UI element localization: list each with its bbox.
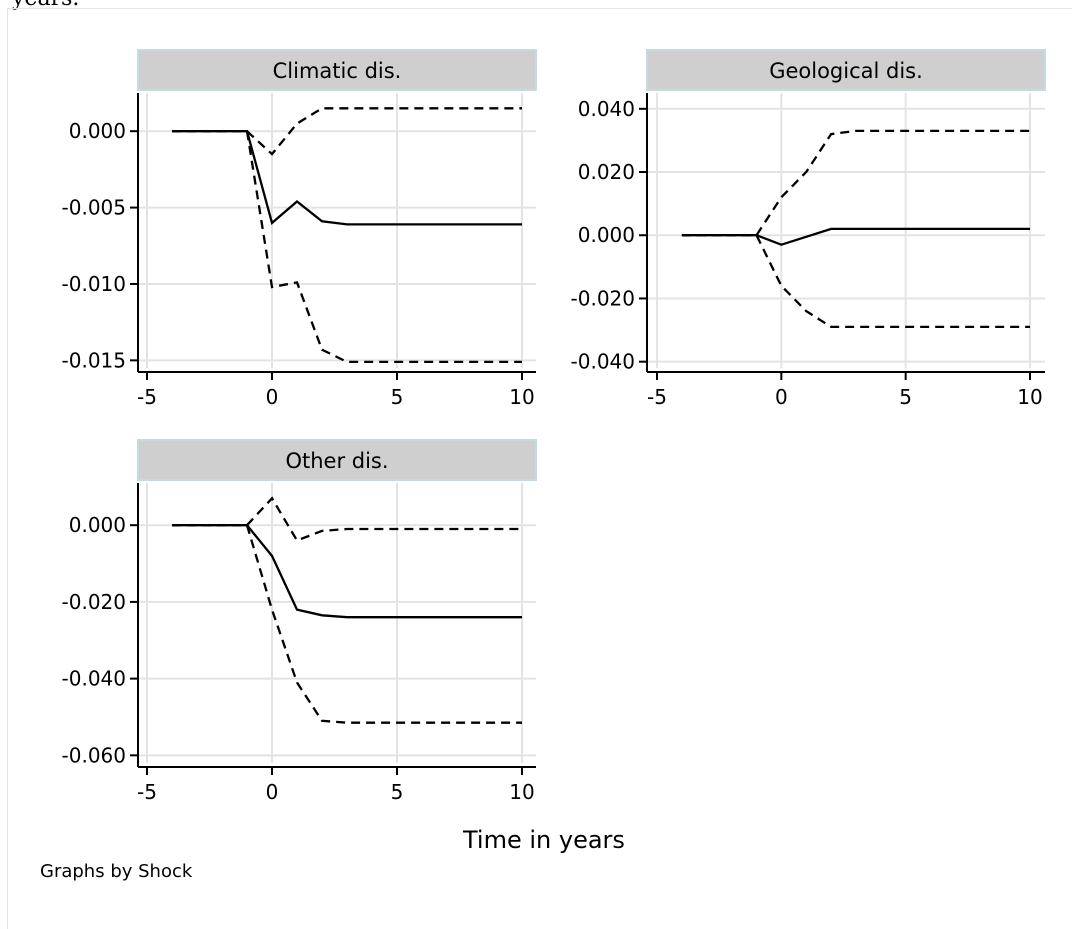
panel-1-ytick-label: -0.040 bbox=[571, 350, 635, 374]
panel-0-xtick-label: 10 bbox=[509, 385, 534, 409]
panel-0-ytick-label: 0.000 bbox=[69, 119, 126, 143]
panel-2-upper-bound-line bbox=[172, 496, 522, 542]
panel-1-xtick-label: 10 bbox=[1017, 385, 1042, 409]
panel-1-ytick-label: 0.040 bbox=[578, 97, 635, 121]
panel-0-title-strip bbox=[137, 49, 537, 91]
panel-1-ytick-label: 0.020 bbox=[578, 160, 635, 184]
panel-0-estimate-line bbox=[172, 130, 522, 226]
panel-1-estimate-line bbox=[681, 227, 1030, 246]
panel-0-ytick-label: -0.015 bbox=[62, 348, 126, 372]
panel-2-xtick-label: 5 bbox=[391, 780, 404, 804]
panel-1-xtick-label: -5 bbox=[647, 385, 667, 409]
panel-1-lower-bound-line bbox=[681, 234, 1030, 329]
x-axis-title: Time in years bbox=[463, 826, 625, 854]
panel-2-ytick-label: -0.020 bbox=[62, 590, 126, 614]
panel-0-upper-bound-line bbox=[172, 107, 522, 156]
panel-0-ytick-label: -0.005 bbox=[62, 196, 126, 220]
panel-0-xtick-label: -5 bbox=[137, 385, 157, 409]
panel-1-xtick-label: 0 bbox=[775, 385, 788, 409]
graphs-by-note: Graphs by Shock bbox=[40, 861, 193, 882]
panel-0-xtick-label: 0 bbox=[266, 385, 279, 409]
panel-0-lower-bound-line bbox=[172, 130, 522, 364]
panel-2-ytick-label: 0.000 bbox=[69, 513, 126, 537]
panel-1-title: Geological dis. bbox=[769, 59, 923, 83]
panel-1-ytick-label: -0.020 bbox=[571, 286, 635, 310]
panel-0-xtick-label: 5 bbox=[391, 385, 404, 409]
panel-1-upper-bound-line bbox=[681, 129, 1030, 237]
panel-2-title: Other dis. bbox=[285, 449, 388, 473]
panel-2-xtick-label: 0 bbox=[266, 780, 279, 804]
caption-fragment: years. bbox=[12, 0, 79, 11]
panel-2-lower-bound-line bbox=[172, 524, 522, 724]
panel-2-ytick-label: -0.040 bbox=[62, 667, 126, 691]
panel-0-ytick-label: -0.010 bbox=[62, 272, 126, 296]
panel-1-ytick-label: 0.000 bbox=[578, 223, 635, 247]
graph-frame bbox=[7, 8, 1072, 929]
panel-2-title-strip bbox=[137, 439, 537, 481]
panel-2-ytick-label: -0.060 bbox=[62, 743, 126, 767]
panel-2-xtick-label: -5 bbox=[137, 780, 157, 804]
panel-2-estimate-line bbox=[172, 524, 522, 619]
panel-1-title-strip bbox=[646, 49, 1046, 91]
panel-1-xtick-label: 5 bbox=[899, 385, 912, 409]
panel-2-xtick-label: 10 bbox=[509, 780, 534, 804]
panel-0-title: Climatic dis. bbox=[273, 59, 402, 83]
